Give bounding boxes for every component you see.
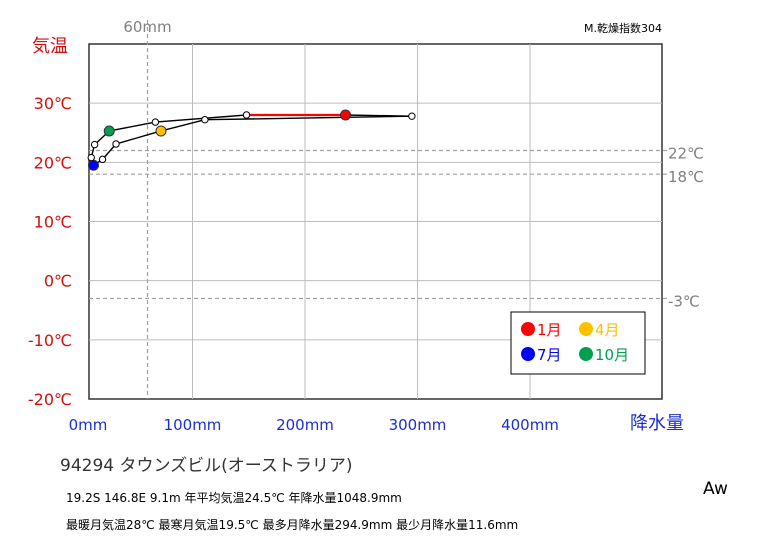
legend-marker-7 xyxy=(521,347,535,361)
station-name: 94294 タウンズビル(オーストラリア) xyxy=(60,456,353,476)
month-point-9 xyxy=(90,140,99,149)
station-summary-line-1: 19.2S 146.8E 9.1m 年平均気温24.5℃ 年降水量1048.9m… xyxy=(66,491,402,505)
month-point-6 xyxy=(98,155,107,164)
month-point-12 xyxy=(242,111,251,119)
x-tick-label: 100mm xyxy=(164,416,222,434)
ref-label-temp: -3℃ xyxy=(668,292,700,310)
legend-label-10: 10月 xyxy=(595,346,629,364)
x-tick-label: 300mm xyxy=(389,416,447,434)
y-tick-label: -10℃ xyxy=(28,331,72,350)
ref-label-60mm: 60mm xyxy=(123,18,171,36)
legend-label-1: 1月 xyxy=(537,321,562,339)
x-tick-label: 400mm xyxy=(501,416,559,434)
y-tick-label: 20℃ xyxy=(34,153,72,172)
month-point-8 xyxy=(87,153,95,162)
y-tick-label: 0℃ xyxy=(44,272,72,291)
ref-label-temp: 18℃ xyxy=(668,168,704,186)
line-segment xyxy=(204,115,412,121)
legend: 1月 4月 7月 10月 xyxy=(510,311,646,375)
line-segment xyxy=(155,114,247,123)
month-point-5 xyxy=(112,140,120,148)
reference-lines: 60mm 22℃ 18℃ -3℃ xyxy=(89,18,704,399)
x-tick-label: 200mm xyxy=(276,416,334,434)
y-tick-labels: 30℃ 20℃ 10℃ 0℃ -10℃ -20℃ xyxy=(28,94,72,409)
series-points xyxy=(87,109,416,171)
line-segment xyxy=(160,119,206,132)
month-point-4 xyxy=(155,125,167,137)
legend-label-4: 4月 xyxy=(595,321,620,339)
y-tick-label: 10℃ xyxy=(34,213,72,232)
legend-marker-10 xyxy=(579,347,593,361)
legend-marker-4 xyxy=(579,322,593,336)
legend-marker-1 xyxy=(521,322,535,336)
line-segment xyxy=(115,130,162,145)
month-point-10 xyxy=(103,125,115,137)
climograph: 60mm 22℃ 18℃ -3℃ 0mm 100mm 200mm 300mm 400mm 30… xyxy=(28,18,704,434)
x-tick-label: 0mm xyxy=(69,416,108,434)
legend-label-7: 7月 xyxy=(537,346,562,364)
month-point-11 xyxy=(151,118,160,126)
y-axis-title: 気温 xyxy=(32,36,68,57)
y-tick-label: -20℃ xyxy=(28,390,72,409)
month-point-1 xyxy=(340,109,351,121)
month-point-2 xyxy=(408,112,416,120)
ref-label-temp: 22℃ xyxy=(668,145,704,163)
y-tick-label: 30℃ xyxy=(34,94,72,113)
month-point-3 xyxy=(201,116,209,124)
station-summary-line-2: 最暖月気温28℃ 最寒月気温19.5℃ 最多月降水量294.9mm 最少月降水量… xyxy=(66,518,519,532)
x-axis-title: 降水量 xyxy=(630,413,684,434)
month-point-7 xyxy=(88,159,99,171)
climate-classification: Aw xyxy=(703,479,728,499)
dryness-index-label: M.乾燥指数304 xyxy=(584,21,662,35)
x-tick-labels: 0mm 100mm 200mm 300mm 400mm xyxy=(69,416,559,434)
legend-box xyxy=(510,311,646,375)
line-segment xyxy=(109,121,156,132)
